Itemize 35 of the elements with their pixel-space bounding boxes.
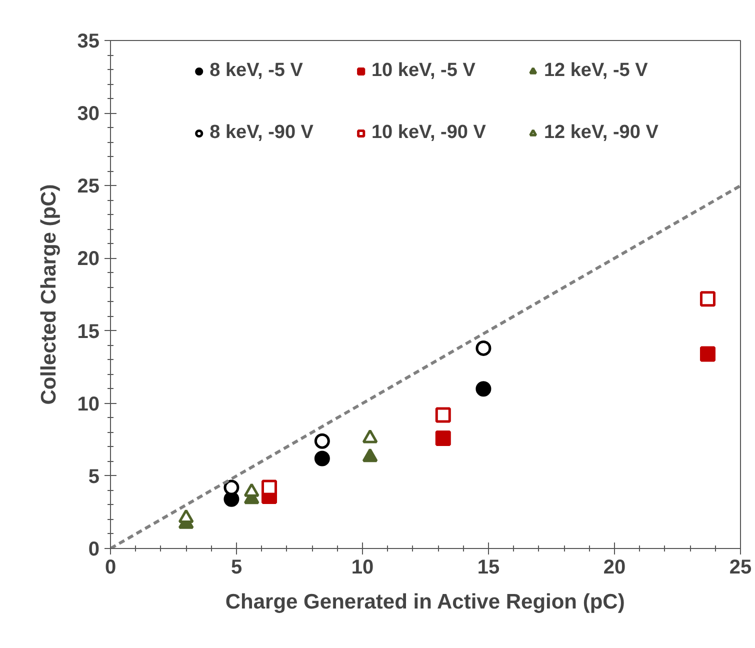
x-tick-label: 15 xyxy=(477,556,500,578)
y-tick-label: 5 xyxy=(88,466,100,488)
y-tick-label: 20 xyxy=(77,248,100,270)
y-axis-title: Collected Charge (pC) xyxy=(37,184,60,405)
point xyxy=(314,450,330,466)
point xyxy=(362,429,378,444)
y-tick-label: 30 xyxy=(77,103,100,126)
x-tick-label: 25 xyxy=(729,556,752,578)
y-tick-label: 15 xyxy=(77,320,100,343)
x-tick-label: 0 xyxy=(104,556,116,578)
point xyxy=(314,433,330,449)
point xyxy=(224,480,240,496)
x-axis-title: Charge Generated in Active Region (pC) xyxy=(225,590,625,614)
legend-label: 10 keV, -90 V xyxy=(371,122,486,144)
point xyxy=(362,448,378,462)
point xyxy=(435,430,451,446)
y-tick-label: 10 xyxy=(77,393,100,416)
x-tick-label: 5 xyxy=(230,556,242,578)
y-tick-label: 35 xyxy=(77,30,100,52)
legend-label: 8 keV, -90 V xyxy=(210,122,314,144)
point xyxy=(244,483,260,497)
y-tick-label: 0 xyxy=(88,538,100,560)
point xyxy=(178,509,194,524)
legend-label: 12 keV, -5 V xyxy=(544,60,648,82)
legend-label: 8 keV, -5 V xyxy=(210,60,303,82)
x-tick-label: 10 xyxy=(351,556,374,578)
legend-label: 12 keV, -90 V xyxy=(544,122,658,144)
legend-label: 10 keV, -5 V xyxy=(371,60,476,82)
point xyxy=(476,381,492,397)
point xyxy=(700,291,716,307)
y-tick-label: 25 xyxy=(77,176,100,198)
point xyxy=(435,407,451,423)
point xyxy=(476,340,492,356)
point xyxy=(700,346,716,362)
x-tick-label: 20 xyxy=(603,556,626,578)
